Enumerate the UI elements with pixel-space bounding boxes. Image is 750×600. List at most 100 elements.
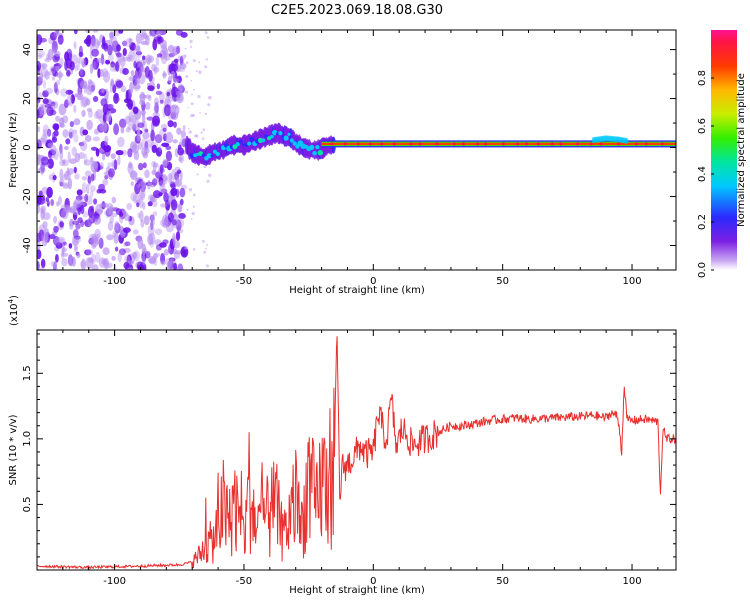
noise-mark <box>44 103 52 108</box>
noise-mark <box>152 161 157 173</box>
x-tick-label: -100 <box>103 576 126 587</box>
noise-mark <box>175 91 181 96</box>
noise-mark <box>73 244 78 253</box>
noise-mark <box>162 70 166 79</box>
noise-mark <box>53 82 58 94</box>
noise-mark <box>90 146 98 151</box>
noise-mark <box>73 245 78 251</box>
noise-mark <box>136 46 141 56</box>
noise-mark <box>202 128 206 132</box>
noise-mark <box>67 254 74 266</box>
noise-mark <box>142 162 147 169</box>
noise-mark <box>128 37 132 46</box>
spectrogram-x-ticks: -100 -50 0 50 100 <box>36 30 659 287</box>
noise-mark <box>173 121 177 128</box>
noise-mark <box>170 70 176 79</box>
noise-mark <box>151 178 158 186</box>
noise-mark <box>112 230 117 238</box>
noise-mark <box>83 159 92 166</box>
noise-mark <box>125 127 131 133</box>
noise-mark <box>38 229 45 242</box>
noise-mark <box>144 169 150 179</box>
noise-mark <box>144 94 152 99</box>
y-tick-label: 0.5 <box>22 496 33 512</box>
band-core-mark <box>210 154 214 158</box>
noise-mark <box>149 214 155 222</box>
noise-mark <box>189 45 193 49</box>
band-core-mark <box>235 142 240 147</box>
noise-mark <box>198 70 202 75</box>
x-tick-label: -50 <box>236 576 252 587</box>
noise-mark <box>135 45 141 52</box>
noise-mark <box>155 56 160 67</box>
x-tick-label: 0 <box>370 576 376 587</box>
x-tick-label: -100 <box>103 276 126 287</box>
noise-mark <box>199 112 202 114</box>
noise-mark <box>177 217 185 229</box>
noise-mark <box>49 109 57 116</box>
noise-mark <box>46 186 53 199</box>
noise-mark <box>137 236 142 242</box>
noise-mark <box>90 173 95 182</box>
noise-mark <box>124 213 131 221</box>
noise-mark <box>153 105 157 112</box>
carrier-peak-mark <box>660 142 664 146</box>
noise-mark <box>147 85 155 91</box>
noise-mark <box>39 72 44 82</box>
noise-mark <box>74 93 78 98</box>
noise-mark <box>174 78 180 84</box>
colorbar-label: Normalized spectral amplitude <box>736 73 747 227</box>
spectrogram-plot-area <box>37 30 676 270</box>
carrier-peak-mark <box>599 142 603 146</box>
noise-mark <box>184 47 187 50</box>
noise-mark <box>55 30 59 35</box>
noise-mark <box>126 57 131 62</box>
noise-mark <box>192 205 195 208</box>
noise-mark <box>104 262 113 269</box>
noise-mark <box>133 60 137 69</box>
carrier-peak-mark <box>536 142 541 146</box>
noise-mark <box>106 234 114 241</box>
noise-mark <box>187 127 190 130</box>
noise-mark <box>40 105 45 111</box>
spectrogram-y-axis-label: Frequency (Hz) <box>8 112 19 188</box>
noise-mark <box>45 87 54 95</box>
noise-mark <box>92 30 99 33</box>
noise-mark <box>76 60 80 71</box>
noise-mark <box>139 99 146 106</box>
noise-mark <box>159 242 167 248</box>
band-core-mark <box>289 138 294 143</box>
noise-mark <box>106 104 112 111</box>
noise-mark <box>147 201 153 207</box>
noise-mark <box>41 156 49 166</box>
noise-mark <box>135 32 142 45</box>
noise-mark <box>116 44 121 52</box>
noise-mark <box>180 31 188 38</box>
noise-mark <box>151 144 157 154</box>
carrier-peak-mark <box>409 142 413 146</box>
noise-mark <box>48 234 56 240</box>
noise-mark <box>52 261 57 270</box>
snr-series-line <box>37 336 676 570</box>
noise-mark <box>142 202 146 210</box>
noise-mark <box>197 94 201 99</box>
noise-mark <box>48 174 54 181</box>
noise-mark <box>92 136 101 142</box>
colorbar-gradient <box>711 30 737 270</box>
band-core-mark <box>257 137 264 143</box>
band-core-mark <box>193 153 198 158</box>
noise-mark <box>38 104 44 113</box>
noise-mark <box>74 173 80 180</box>
noise-mark <box>149 232 156 245</box>
noise-mark <box>99 68 104 78</box>
noise-mark <box>40 233 48 242</box>
noise-mark <box>107 162 115 167</box>
noise-mark <box>60 249 65 260</box>
noise-mark <box>105 59 111 65</box>
noise-mark <box>90 156 94 163</box>
noise-mark <box>84 135 92 142</box>
noise-mark <box>99 121 108 132</box>
noise-mark <box>200 131 203 134</box>
noise-mark <box>72 220 80 225</box>
